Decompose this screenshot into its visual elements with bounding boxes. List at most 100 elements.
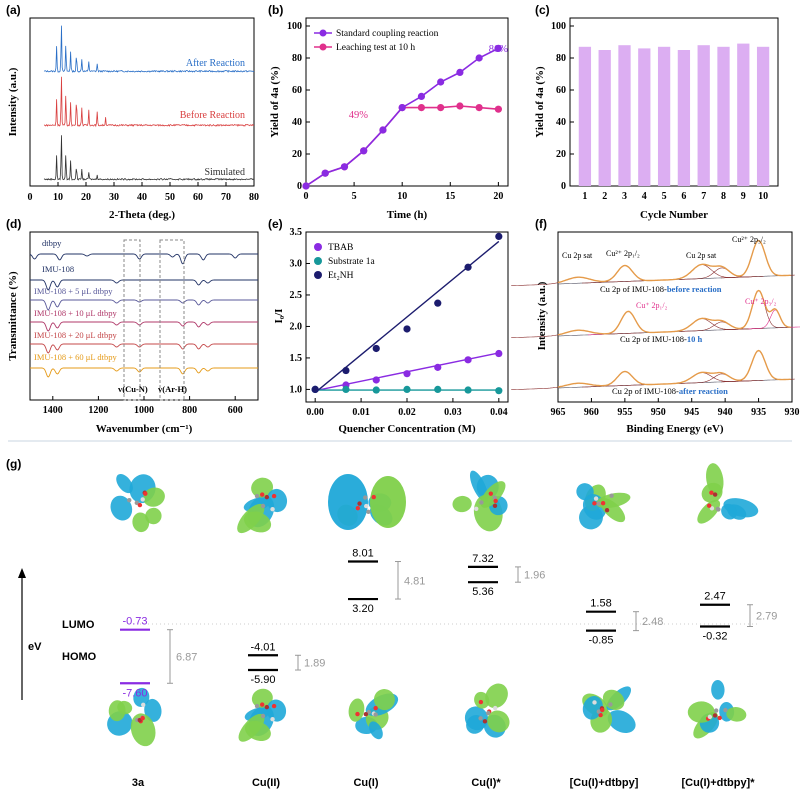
x-tick-label: 20 <box>493 191 503 202</box>
orbital-lobe-blue <box>266 488 288 513</box>
atom-sphere <box>259 702 265 707</box>
series-1-point <box>417 104 426 112</box>
x-tick-label: 10 <box>53 192 63 203</box>
series-0-point <box>372 376 380 384</box>
xps-mid: Cu 2p of IMU-108-10 h <box>620 334 702 344</box>
atom-sphere <box>127 497 132 503</box>
atom-sphere <box>373 705 378 711</box>
x-tick-label: 20 <box>81 192 91 203</box>
y-tick-label: 80 <box>292 53 302 64</box>
series-1-point <box>403 385 411 394</box>
xps-after: Cu 2p of IMU-108-after reaction <box>612 386 728 396</box>
atom-sphere <box>600 500 606 506</box>
series-2-point <box>464 263 472 271</box>
x-tick-label: 0.00 <box>306 407 324 418</box>
x-tick-label: 5 <box>662 191 667 202</box>
orbital-lobe-group <box>328 474 406 530</box>
ar-h-box <box>159 239 185 401</box>
panel-g-orbitals: eV LUMO HOMO -0.73 -7.60 6.87 3a -4.01 -5.90 1… <box>18 463 777 789</box>
orbital-lobe-blue <box>368 721 383 740</box>
series-0-point <box>495 349 503 358</box>
xps-traces <box>511 239 800 390</box>
orbital-lobe-blue <box>607 710 636 733</box>
bar-cycle-9 <box>737 43 750 186</box>
series-0-point <box>494 44 502 53</box>
legend-leaching: Leaching test at 10 h <box>336 43 415 53</box>
atom-sphere <box>140 497 145 502</box>
orbital-lobe-group <box>464 683 510 738</box>
atom-sphere <box>598 712 603 718</box>
x-tick-label: 7 <box>701 191 706 202</box>
panel-label-e: (e) <box>268 217 283 231</box>
series-1-point <box>456 102 464 110</box>
orbital-lobe-blue <box>711 679 725 700</box>
atom-sphere <box>373 712 378 717</box>
series-0-point <box>464 356 472 364</box>
atom-sphere <box>363 712 369 717</box>
atom-sphere <box>604 508 610 513</box>
atom-sphere <box>593 496 599 501</box>
y-tick-label: 0 <box>297 181 302 192</box>
series-0-point <box>321 169 329 177</box>
orbital-lobe-green <box>143 487 165 507</box>
ftir-traces <box>29 253 258 378</box>
sv-legend-et2nh: Et₂NH <box>328 271 354 281</box>
y-tick-label: 3.5 <box>290 227 303 238</box>
xrd-ylabel: Intensity (a.u.) <box>7 67 19 136</box>
series-2-point <box>403 325 411 333</box>
species-label: Cu(II) <box>252 777 280 789</box>
y-tick-label: 80 <box>556 53 566 64</box>
species-label: Cu(I)* <box>471 777 501 789</box>
orbital-lobe-green <box>706 463 724 496</box>
panel-e-sternvolmer: 0.00 0.01 0.02 0.03 0.04 1.0 1.5 2.0 2.5 3.0 3.5 T… <box>273 227 509 435</box>
atom-sphere <box>254 703 260 709</box>
atom-sphere <box>137 502 143 508</box>
bar-cycle-8 <box>717 46 730 186</box>
series-0-point <box>475 54 483 62</box>
bar-cycle-5 <box>657 46 671 186</box>
series-0-point <box>360 147 368 155</box>
atom-sphere <box>355 711 360 717</box>
x-tick-label: 0.01 <box>352 407 370 418</box>
homo-value: -7.60 <box>122 687 147 699</box>
atom-sphere <box>141 702 146 707</box>
series-0-point <box>456 68 464 76</box>
panel-label-d: (d) <box>6 217 21 231</box>
atom-sphere <box>709 490 714 495</box>
series-2-point <box>434 299 442 307</box>
panel-f-xps: Cu 2p sat Cu²⁺ 2p₁/₂ Cu 2p sat Cu²⁺ 2p₃/… <box>511 231 800 435</box>
atom-sphere <box>714 708 719 713</box>
lumo-value: 1.58 <box>590 598 611 610</box>
orbital-lobe-blue <box>116 473 133 494</box>
y-tick-label: 20 <box>556 149 566 160</box>
orbital-lobe-group <box>110 473 165 533</box>
orbital-lobe-group <box>576 483 631 530</box>
bar-cycle-4 <box>638 48 651 187</box>
cycles-ticks: 0 20 40 60 80 100 1 2 3 4 5 6 7 8 9 10 <box>551 21 768 202</box>
lumo-value: 8.01 <box>352 548 373 560</box>
atom-sphere <box>271 703 277 709</box>
xps-ylabel: Intensity (a.u.) <box>536 281 548 350</box>
x-tick-label: 3 <box>622 191 627 202</box>
series-1-point <box>475 104 483 112</box>
y-tick-label: 60 <box>556 85 566 96</box>
x-tick-label: 960 <box>584 407 599 418</box>
atom-sphere <box>259 492 265 497</box>
ftir-x-ticks: 1400 1200 1000 800 600 <box>43 396 243 416</box>
x-tick-label: 950 <box>651 407 666 418</box>
orbital-lobe-green <box>370 476 406 528</box>
orbital-lobe-green <box>132 512 150 533</box>
xps-fit-0 <box>557 239 791 284</box>
ftir-label-3: IMU-108 + 10 μL dtbpy <box>34 308 117 318</box>
energy-axis-label: eV <box>28 641 42 653</box>
atom-sphere <box>493 498 498 504</box>
bar-cycle-6 <box>677 50 691 186</box>
xps-component <box>588 311 668 336</box>
ftir-ann-ar-h: v(Ar-H) <box>158 384 187 394</box>
lumo-value: -0.73 <box>122 616 147 628</box>
x-tick-label: 0.02 <box>398 407 416 418</box>
atom-sphere <box>609 493 614 498</box>
ftir-ylabel: Transmittance (%) <box>7 271 19 361</box>
ftir-trace-2 <box>30 299 258 311</box>
